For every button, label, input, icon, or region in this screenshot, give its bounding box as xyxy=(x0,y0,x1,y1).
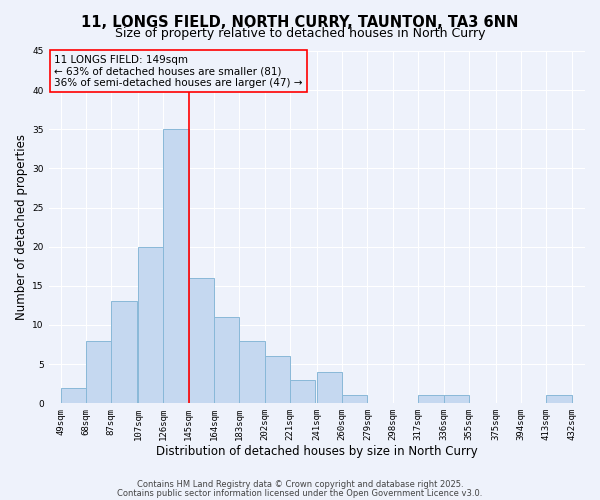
Bar xyxy=(290,380,316,403)
Bar xyxy=(86,340,111,403)
Bar xyxy=(418,396,443,403)
Bar xyxy=(317,372,342,403)
Bar xyxy=(342,396,367,403)
Bar xyxy=(61,388,86,403)
X-axis label: Distribution of detached houses by size in North Curry: Distribution of detached houses by size … xyxy=(156,444,478,458)
Bar xyxy=(111,302,137,403)
Text: Contains HM Land Registry data © Crown copyright and database right 2025.: Contains HM Land Registry data © Crown c… xyxy=(137,480,463,489)
Bar xyxy=(443,396,469,403)
Bar xyxy=(163,130,188,403)
Bar xyxy=(138,246,163,403)
Text: Size of property relative to detached houses in North Curry: Size of property relative to detached ho… xyxy=(115,28,485,40)
Text: Contains public sector information licensed under the Open Government Licence v3: Contains public sector information licen… xyxy=(118,488,482,498)
Text: 11, LONGS FIELD, NORTH CURRY, TAUNTON, TA3 6NN: 11, LONGS FIELD, NORTH CURRY, TAUNTON, T… xyxy=(82,15,518,30)
Bar xyxy=(239,340,265,403)
Bar xyxy=(214,317,239,403)
Bar xyxy=(546,396,572,403)
Text: 11 LONGS FIELD: 149sqm
← 63% of detached houses are smaller (81)
36% of semi-det: 11 LONGS FIELD: 149sqm ← 63% of detached… xyxy=(54,54,302,88)
Bar xyxy=(265,356,290,403)
Bar xyxy=(188,278,214,403)
Y-axis label: Number of detached properties: Number of detached properties xyxy=(15,134,28,320)
